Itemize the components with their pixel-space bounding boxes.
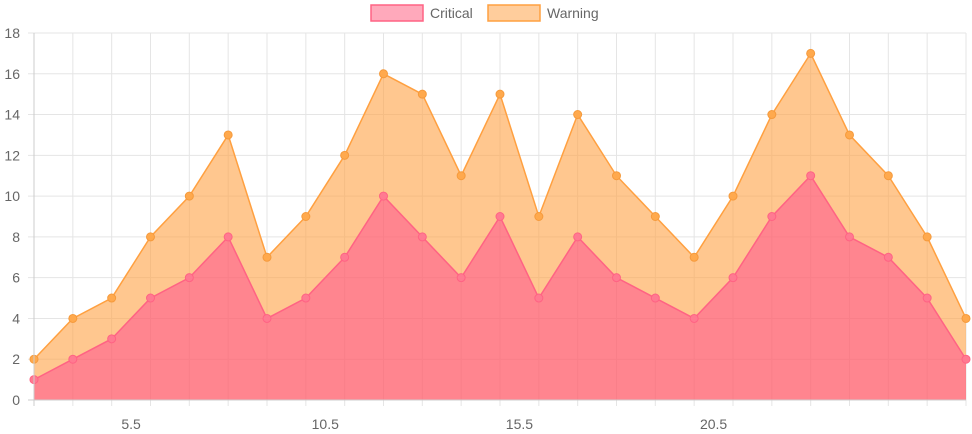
critical-point: [223, 232, 233, 242]
critical-point: [922, 293, 932, 303]
critical-area: [34, 175, 966, 400]
warning-point: [301, 212, 311, 221]
critical-point: [379, 191, 388, 201]
legend-warning-label: Warning: [547, 5, 599, 21]
warning-point: [379, 69, 388, 79]
legend-critical-swatch: [370, 4, 424, 22]
warning-point: [534, 212, 544, 221]
warning-point: [184, 191, 194, 201]
critical-point: [301, 293, 311, 303]
y-tick-label: 12: [4, 147, 20, 163]
warning-point: [417, 89, 427, 99]
critical-point: [68, 354, 78, 364]
critical-point: [689, 313, 699, 323]
x-tick-label: 20.5: [700, 416, 727, 432]
warning-point: [922, 232, 932, 242]
warning-point: [845, 130, 854, 140]
warning-point: [68, 313, 78, 323]
critical-point: [107, 334, 117, 344]
y-tick-label: 14: [4, 107, 20, 123]
warning-point: [728, 191, 738, 201]
critical-point: [495, 212, 505, 221]
y-tick-label: 16: [4, 66, 20, 82]
x-tick-label: 5.5: [121, 416, 141, 432]
critical-point: [340, 252, 350, 262]
critical-point: [417, 232, 427, 242]
warning-point: [767, 110, 777, 120]
warning-point: [456, 171, 466, 181]
areas: [33, 51, 967, 400]
y-tick-label: 6: [12, 270, 20, 286]
warning-point: [573, 110, 583, 120]
warning-point: [107, 293, 117, 303]
y-tick-label: 18: [4, 25, 20, 41]
x-tick-label: 10.5: [312, 416, 339, 432]
y-tick-label: 0: [12, 392, 20, 408]
axes: 0 2 4 6 8 10 12 14 16 18 5.5 10.5 15.5 20.5: [4, 25, 966, 432]
critical-point: [883, 252, 893, 262]
warning-point: [495, 89, 505, 99]
warning-point: [689, 252, 699, 262]
critical-point: [845, 232, 854, 242]
legend-warning-swatch: [487, 4, 541, 22]
critical-point: [767, 212, 777, 221]
critical-point: [728, 273, 738, 283]
critical-point: [650, 293, 660, 303]
critical-point: [573, 232, 583, 242]
legend: Critical Warning: [370, 4, 599, 22]
x-tick-label: 15.5: [506, 416, 533, 432]
legend-critical-label: Critical: [430, 5, 473, 21]
warning-point: [650, 212, 660, 221]
legend-critical: Critical: [370, 4, 473, 22]
critical-point: [612, 273, 621, 283]
critical-point: [184, 273, 194, 283]
warning-point: [961, 313, 971, 323]
critical-point: [146, 293, 155, 303]
critical-point: [534, 293, 544, 303]
y-tick-label: 10: [4, 188, 20, 204]
warning-point: [806, 48, 816, 58]
warning-point: [262, 252, 272, 262]
y-tick-label: 2: [12, 351, 20, 367]
warning-point: [340, 150, 350, 160]
critical-point: [961, 354, 971, 364]
y-tick-label: 4: [12, 310, 20, 326]
critical-point: [456, 273, 466, 283]
warning-point: [883, 171, 893, 181]
warning-point: [146, 232, 155, 242]
legend-warning: Warning: [487, 4, 599, 22]
y-tick-label: 8: [12, 229, 20, 245]
critical-point: [806, 171, 816, 181]
warning-point: [223, 130, 233, 140]
warning-point: [612, 171, 621, 181]
critical-point: [262, 313, 272, 323]
